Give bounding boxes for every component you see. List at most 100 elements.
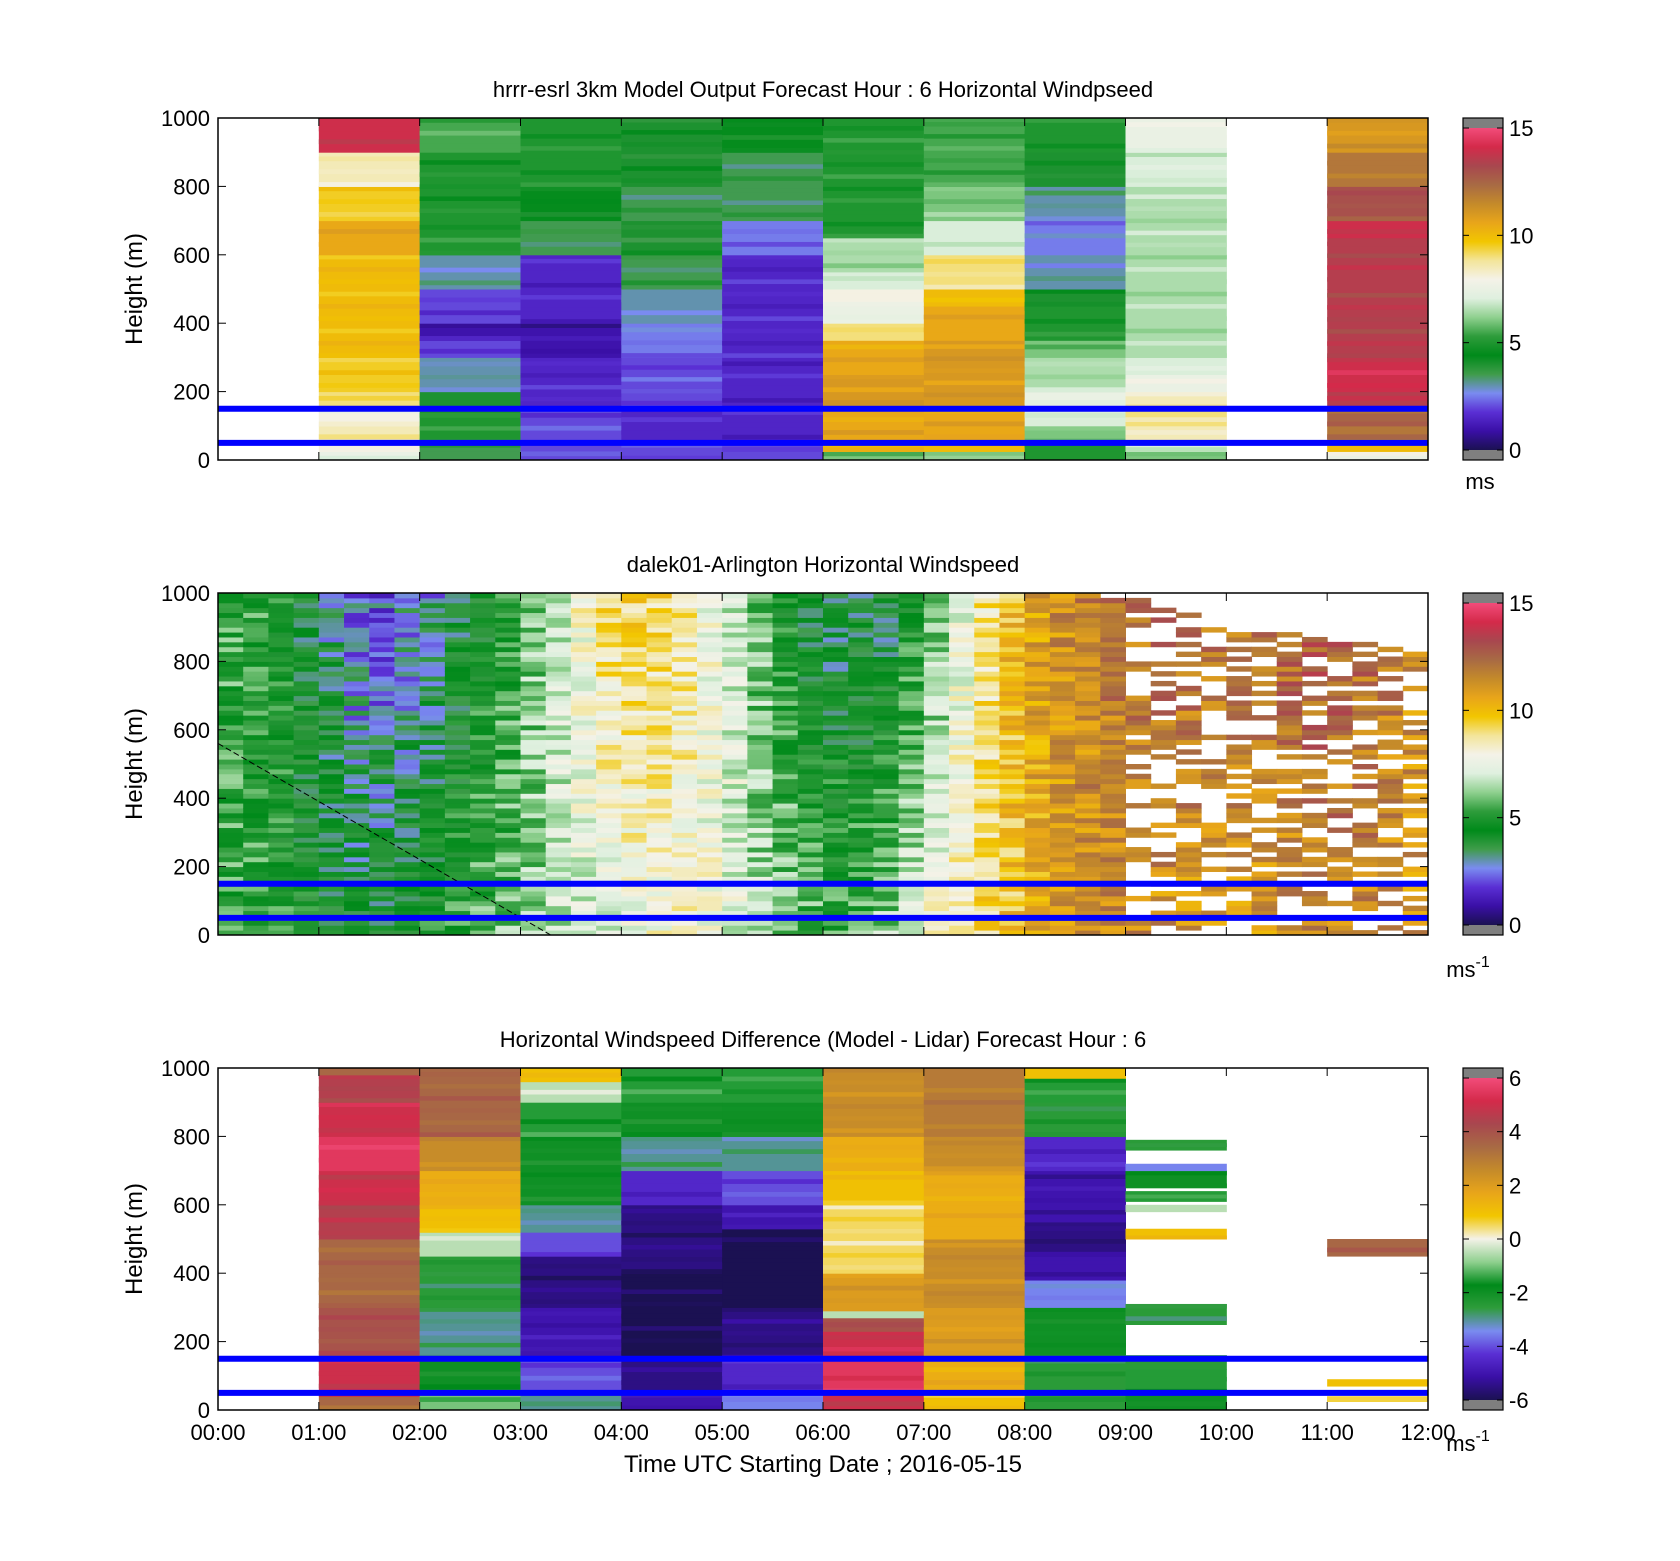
heatmap-cell bbox=[621, 724, 648, 731]
heatmap-cell bbox=[823, 1200, 925, 1206]
heatmap-cell bbox=[974, 617, 1000, 623]
heatmap-cell bbox=[974, 666, 1000, 672]
heatmap-cell bbox=[1049, 754, 1076, 760]
heatmap-cell bbox=[1125, 1316, 1227, 1321]
heatmap-cell bbox=[823, 671, 849, 677]
panel-lidar-colorbar-gradient bbox=[1463, 603, 1503, 925]
heatmap-cell bbox=[898, 764, 925, 770]
panel-lidar: dalek01-Arlington Horizontal Windspeed 0… bbox=[121, 552, 1533, 982]
heatmap-cell bbox=[848, 597, 874, 604]
heatmap-cell bbox=[848, 636, 874, 643]
heatmap-cell bbox=[923, 314, 1026, 320]
heatmap-cell bbox=[974, 676, 1000, 682]
heatmap-cell bbox=[949, 793, 975, 799]
heatmap-cell bbox=[1352, 764, 1379, 770]
heatmap-cell bbox=[1024, 817, 1051, 824]
heatmap-cell bbox=[873, 930, 900, 935]
heatmap-cell bbox=[495, 676, 521, 682]
heatmap-cell bbox=[621, 739, 648, 745]
heatmap-cell bbox=[1075, 695, 1101, 701]
heatmap-cell bbox=[318, 597, 345, 604]
heatmap-cell bbox=[1024, 773, 1051, 780]
heatmap-cell bbox=[923, 340, 1026, 410]
heatmap-cell bbox=[621, 377, 723, 382]
heatmap-cell bbox=[1024, 749, 1051, 755]
heatmap-cell bbox=[520, 122, 622, 127]
heatmap-cell bbox=[268, 876, 295, 882]
heatmap-cell bbox=[848, 646, 874, 653]
heatmap-cell bbox=[1402, 832, 1428, 838]
heatmap-cell bbox=[495, 930, 521, 935]
heatmap-cell bbox=[243, 734, 269, 741]
heatmap-cell bbox=[772, 764, 799, 770]
heatmap-cell bbox=[1251, 886, 1278, 892]
heatmap-cell bbox=[1075, 871, 1101, 877]
heatmap-cell bbox=[671, 632, 698, 638]
heatmap-cell bbox=[520, 118, 622, 187]
heatmap-cell bbox=[848, 734, 874, 741]
heatmap-cell bbox=[646, 807, 673, 814]
heatmap-cell bbox=[999, 886, 1026, 892]
heatmap-cell bbox=[318, 744, 345, 750]
heatmap-cell bbox=[470, 866, 496, 872]
heatmap-cell bbox=[545, 656, 572, 662]
heatmap-cell bbox=[823, 636, 849, 643]
heatmap-cell bbox=[722, 715, 748, 721]
heatmap-cell bbox=[444, 866, 471, 872]
heatmap-cell bbox=[1125, 744, 1152, 750]
heatmap-cell bbox=[1327, 329, 1428, 334]
heatmap-cell bbox=[1049, 695, 1076, 701]
heatmap-cell bbox=[419, 1248, 521, 1253]
heatmap-cell bbox=[570, 632, 597, 638]
heatmap-cell bbox=[1276, 715, 1303, 721]
heatmap-cell bbox=[268, 812, 295, 819]
heatmap-cell bbox=[974, 661, 1000, 667]
heatmap-cell bbox=[823, 627, 849, 633]
heatmap-cell bbox=[797, 778, 824, 785]
heatmap-cell bbox=[823, 641, 849, 648]
heatmap-cell bbox=[1100, 851, 1126, 858]
heatmap-cell bbox=[596, 798, 622, 804]
heatmap-cell bbox=[646, 710, 673, 716]
heatmap-cell bbox=[419, 685, 446, 692]
heatmap-cell bbox=[369, 646, 395, 653]
heatmap-cell bbox=[949, 646, 975, 653]
heatmap-cell bbox=[873, 822, 900, 829]
heatmap-cell bbox=[873, 768, 900, 775]
heatmap-cell bbox=[1175, 812, 1202, 819]
heatmap-cell bbox=[369, 891, 395, 897]
heatmap-cell bbox=[318, 602, 345, 609]
heatmap-cell bbox=[268, 900, 295, 907]
heatmap-cell bbox=[1100, 837, 1126, 843]
heatmap-cell bbox=[923, 764, 950, 770]
heatmap-cell bbox=[621, 1191, 723, 1197]
heatmap-cell bbox=[570, 690, 597, 697]
heatmap-cell bbox=[520, 1184, 622, 1190]
heatmap-cell bbox=[1100, 754, 1126, 760]
heatmap-cell bbox=[419, 705, 446, 711]
heatmap-cell bbox=[243, 803, 269, 809]
heatmap-cell bbox=[243, 739, 269, 745]
heatmap-cell bbox=[1125, 641, 1152, 648]
heatmap-cell bbox=[495, 817, 521, 824]
heatmap-cell bbox=[419, 1397, 521, 1402]
heatmap-cell bbox=[1276, 925, 1303, 931]
heatmap-cell bbox=[949, 773, 975, 780]
heatmap-cell bbox=[444, 597, 471, 604]
heatmap-cell bbox=[570, 832, 597, 838]
heatmap-cell bbox=[419, 783, 446, 789]
heatmap-cell bbox=[318, 856, 345, 863]
heatmap-cell bbox=[369, 754, 395, 760]
heatmap-cell bbox=[1125, 391, 1227, 397]
heatmap-cell bbox=[1125, 847, 1152, 853]
heatmap-cell bbox=[419, 710, 446, 716]
heatmap-cell bbox=[596, 837, 622, 843]
heatmap-cell bbox=[923, 651, 950, 658]
heatmap-cell bbox=[873, 646, 900, 653]
heatmap-cell bbox=[671, 729, 698, 736]
heatmap-cell bbox=[747, 778, 774, 785]
heatmap-cell bbox=[923, 685, 950, 692]
heatmap-cell bbox=[520, 925, 547, 931]
heatmap-cell bbox=[621, 297, 723, 303]
heatmap-cell bbox=[318, 812, 345, 819]
